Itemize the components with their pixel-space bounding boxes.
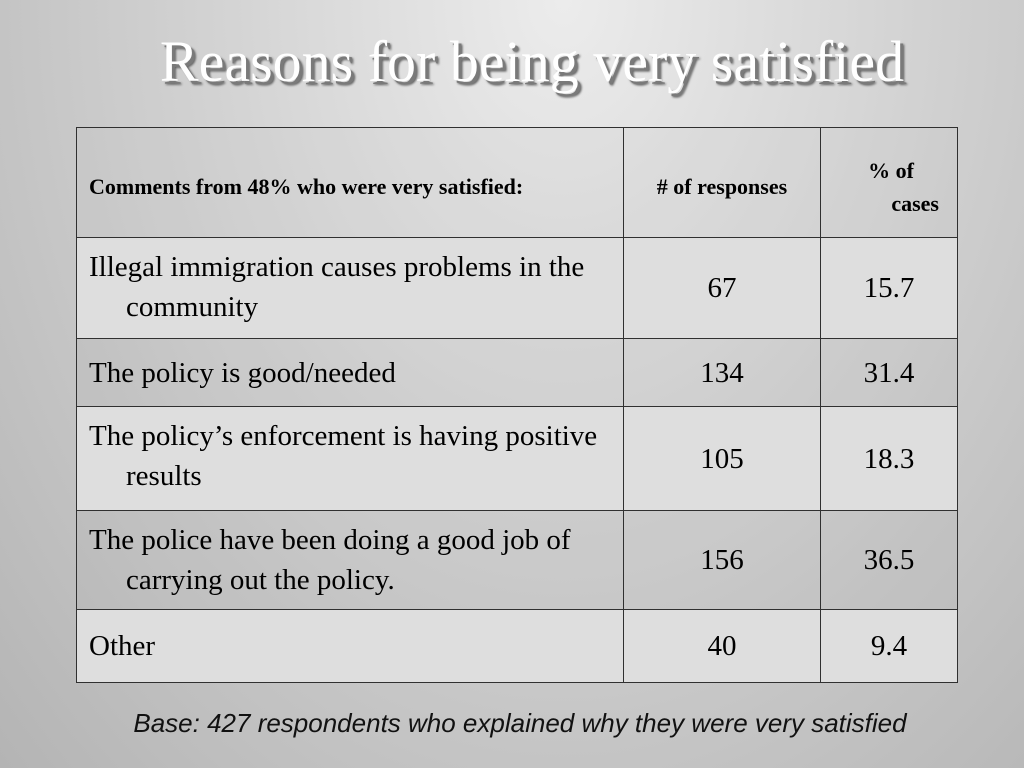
- responses-column-header: # of responses: [623, 127, 821, 238]
- comment-cell: The police have been doing a good job of…: [76, 510, 624, 610]
- percent-header-line1: % of: [868, 157, 914, 183]
- table-row: The police have been doing a good job of…: [76, 510, 958, 610]
- responses-cell: 156: [623, 510, 821, 610]
- percent-cell: 18.3: [820, 406, 958, 511]
- table-row: Other 40 9.4: [76, 609, 958, 683]
- comments-column-header: Comments from 48% who were very satisfie…: [76, 127, 624, 238]
- percent-cell: 31.4: [820, 338, 958, 407]
- percent-header-line2: cases: [891, 190, 939, 216]
- table-header-row: Comments from 48% who were very satisfie…: [76, 127, 958, 238]
- responses-cell: 40: [623, 609, 821, 683]
- comment-cell: Illegal immigration causes problems in t…: [76, 237, 624, 339]
- base-footnote: Base: 427 respondents who explained why …: [133, 708, 907, 738]
- responses-cell: 67: [623, 237, 821, 339]
- percent-column-header: % of cases: [820, 127, 958, 238]
- percent-cell: 15.7: [820, 237, 958, 339]
- responses-cell: 134: [623, 338, 821, 407]
- table-row: The policy is good/needed 134 31.4: [76, 338, 958, 407]
- slide-title: Reasons for being very satisfied: [159, 29, 905, 94]
- satisfaction-table: Comments from 48% who were very satisfie…: [76, 127, 958, 683]
- comment-cell: Other: [76, 609, 624, 683]
- percent-cell: 9.4: [820, 609, 958, 683]
- comment-cell: The policy’s enforcement is having posit…: [76, 406, 624, 511]
- comment-cell: The policy is good/needed: [76, 338, 624, 407]
- responses-cell: 105: [623, 406, 821, 511]
- percent-cell: 36.5: [820, 510, 958, 610]
- table-row: Illegal immigration causes problems in t…: [76, 237, 958, 339]
- table-row: The policy’s enforcement is having posit…: [76, 406, 958, 511]
